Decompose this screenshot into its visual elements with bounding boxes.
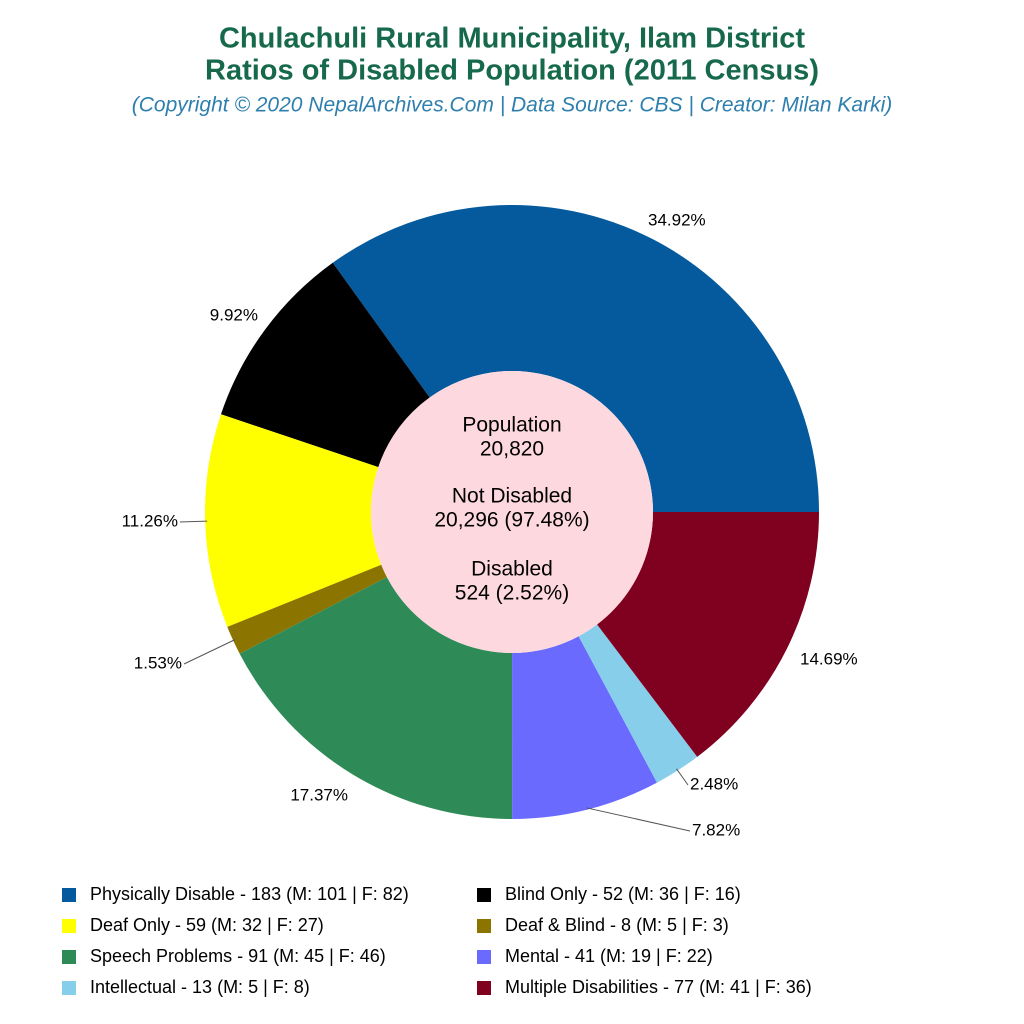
slice-label: 1.53% [134,653,182,672]
slice [512,636,657,819]
slice-label: 7.82% [692,820,740,839]
slice-label: 11.26% [122,511,178,530]
slice [227,564,387,654]
slice [597,512,819,757]
center-text: 524 (2.52%) [455,582,569,605]
slice-label: 2.48% [690,774,738,793]
slice-label: 17.37% [290,785,348,804]
legend-label: Deaf Only - 59 (M: 32 | F: 27) [90,915,324,935]
chart-subtitle: (Copyright © 2020 NepalArchives.Com | Da… [132,94,893,117]
legend-swatch [477,950,491,964]
center-text: 20,820 [480,438,544,461]
legend-swatch [477,981,491,995]
center-circle [371,371,653,653]
legend-swatch [62,919,76,933]
legend-swatch [477,919,491,933]
slice [205,414,382,627]
leader-line [179,520,208,523]
center-text: Population [462,414,561,437]
slice [332,205,819,512]
legend-swatch [62,950,76,964]
leader-line [676,768,689,786]
legend-label: Physically Disable - 183 (M: 101 | F: 82… [90,884,409,904]
slice-label: 34.92% [648,210,706,229]
slice [239,577,513,819]
legend-label: Intellectual - 13 (M: 5 | F: 8) [90,977,310,997]
legend-swatch [477,888,491,902]
slice [578,624,698,783]
legend-swatch [62,981,76,995]
slice [220,262,430,468]
legend-label: Blind Only - 52 (M: 36 | F: 16) [505,884,741,904]
legend-label: Mental - 41 (M: 19 | F: 22) [505,946,713,966]
legend-swatch [62,888,76,902]
legend-label: Deaf & Blind - 8 (M: 5 | F: 3) [505,915,729,935]
leader-line [586,807,691,832]
slice-label: 9.92% [210,305,258,324]
center-text: 20,296 (97.48%) [434,509,589,532]
legend-label: Multiple Disabilities - 77 (M: 41 | F: 3… [505,977,812,997]
chart-title: Ratios of Disabled Population (2011 Cens… [205,55,819,87]
chart-title: Chulachuli Rural Municipality, Ilam Dist… [219,23,805,55]
center-text: Not Disabled [452,485,572,508]
leader-line [183,639,236,665]
slice-label: 14.69% [800,649,858,668]
center-text: Disabled [471,558,553,581]
legend-label: Speech Problems - 91 (M: 45 | F: 46) [90,946,386,966]
